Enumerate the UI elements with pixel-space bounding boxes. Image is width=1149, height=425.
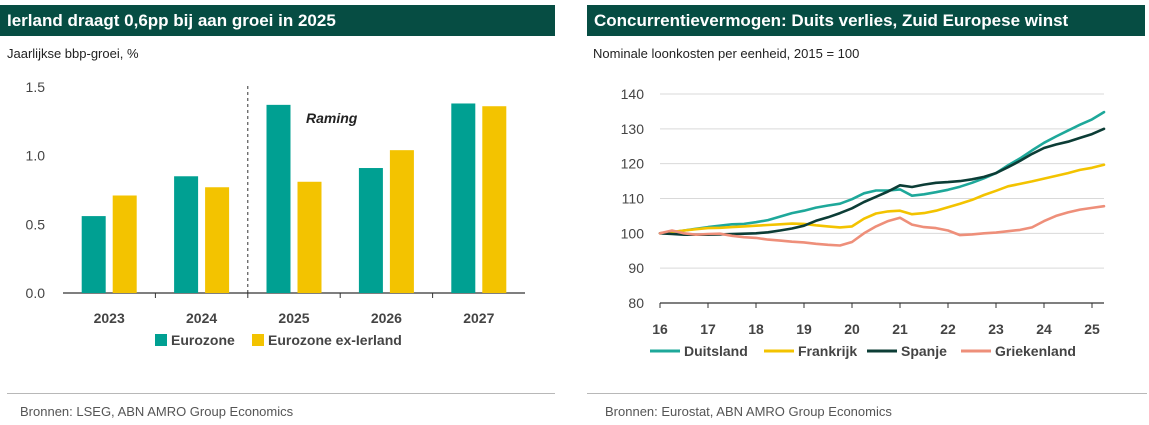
x-tick-label: 2025 [278, 310, 309, 326]
bar-eurozone-ex-ierland [112, 195, 137, 293]
x-tick-label: 2026 [371, 310, 402, 326]
legend-label: Duitsland [684, 343, 748, 359]
right-chart-subtitle: Nominale loonkosten per eenheid, 2015 = … [593, 46, 860, 61]
series-line-griekenland [658, 204, 1106, 247]
left-source: Bronnen: LSEG, ABN AMRO Group Economics [20, 404, 294, 419]
x-tick-label: 20 [844, 321, 860, 337]
left-bar-chart: 0.0 0.5 1.0 1.5 2023 2024 2025 2026 2027 Raming Eu… [26, 79, 525, 348]
y-tick-label: 1.0 [26, 148, 46, 164]
x-tick-label: 17 [700, 321, 716, 337]
x-tick-label: 24 [1036, 321, 1052, 337]
x-tick-label: 18 [748, 321, 764, 337]
right-chart-title: Concurrentievermogen: Duits verlies, Zui… [587, 5, 1145, 36]
x-tick-label: 16 [652, 321, 668, 337]
legend-swatch [155, 334, 167, 346]
y-tick-label: 80 [628, 295, 644, 311]
bar-eurozone-ex-ierland [205, 187, 230, 293]
x-tick-label: 21 [892, 321, 908, 337]
legend-label: Eurozone [171, 332, 235, 348]
legend-label: Frankrijk [798, 343, 857, 359]
right-line-chart: 80 90 100 110 120 130 140 16 17 18 19 20 21 22 23 24 25 D… [621, 86, 1106, 359]
x-tick-label: 2024 [186, 310, 217, 326]
right-source: Bronnen: Eurostat, ABN AMRO Group Econom… [605, 404, 892, 419]
y-tick-label: 100 [621, 225, 645, 241]
x-tick-label: 2027 [463, 310, 494, 326]
bar-eurozone-ex-ierland [482, 106, 507, 293]
bar-eurozone [266, 104, 291, 293]
y-tick-label: 0.5 [26, 216, 46, 232]
legend-label: Eurozone ex-Ierland [268, 332, 402, 348]
bar-eurozone-ex-ierland [297, 181, 322, 293]
x-tick-label: 22 [940, 321, 956, 337]
series-line-frankrijk [658, 163, 1106, 235]
bar-eurozone [174, 176, 199, 293]
x-tick-label: 23 [988, 321, 1004, 337]
legend-label: Spanje [901, 343, 947, 359]
bar-eurozone [358, 168, 383, 293]
right-source-divider [587, 393, 1147, 394]
bar-eurozone [451, 103, 476, 293]
forecast-annotation: Raming [306, 110, 358, 126]
y-tick-label: 130 [621, 121, 645, 137]
y-tick-label: 110 [622, 191, 645, 207]
y-tick-label: 120 [621, 156, 645, 172]
left-chart-subtitle: Jaarlijkse bbp-groei, % [7, 46, 139, 61]
bar-eurozone-ex-ierland [389, 150, 414, 293]
series-line-spanje [658, 127, 1106, 236]
y-tick-label: 140 [621, 86, 645, 102]
legend-swatch [252, 334, 264, 346]
bar-eurozone [81, 216, 106, 293]
y-tick-label: 90 [628, 260, 644, 276]
y-tick-label: 1.5 [26, 79, 46, 95]
series-line-duitsland [658, 110, 1106, 235]
left-chart-title: Ierland draagt 0,6pp bij aan groei in 20… [0, 5, 555, 36]
x-tick-label: 2023 [94, 310, 125, 326]
right-panel: Concurrentievermogen: Duits verlies, Zui… [584, 0, 1149, 425]
x-tick-label: 19 [796, 321, 812, 337]
left-panel: Ierland draagt 0,6pp bij aan groei in 20… [0, 0, 555, 425]
x-tick-label: 25 [1084, 321, 1100, 337]
left-source-divider [7, 393, 555, 394]
y-tick-label: 0.0 [26, 285, 46, 301]
legend-label: Griekenland [995, 343, 1076, 359]
